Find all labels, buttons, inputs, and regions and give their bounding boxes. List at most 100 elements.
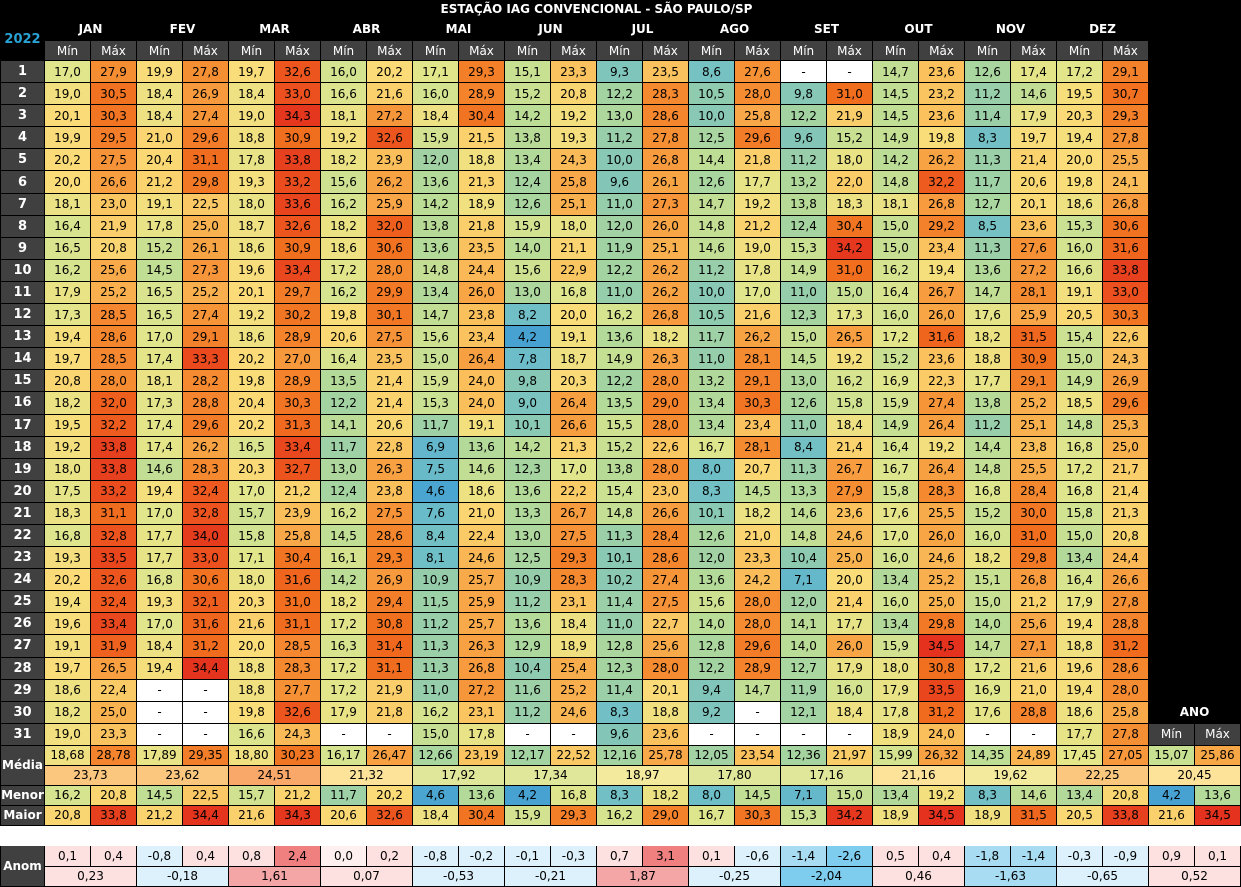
day-value: 28,8 xyxy=(1102,612,1149,636)
day-value: 17,3 xyxy=(44,303,91,327)
day-value: 16,0 xyxy=(964,523,1011,548)
day-value: 23,8 xyxy=(1010,435,1057,459)
day-value: 17,6 xyxy=(872,501,919,525)
day-value: 32,6 xyxy=(274,700,321,724)
day-value: 15,9 xyxy=(412,369,459,393)
day-value: 18,1 xyxy=(872,192,919,216)
day-value: 7,5 xyxy=(412,457,459,481)
day-value: 28,9 xyxy=(274,369,321,393)
day-value: 17,9 xyxy=(320,700,367,724)
day-value: 19,2 xyxy=(44,435,91,459)
media-value: 25,78 xyxy=(642,744,689,766)
month-header: SET xyxy=(780,17,873,41)
day-value: 14,0 xyxy=(964,612,1011,636)
day-value: 32,6 xyxy=(366,126,413,150)
ano-anom-max: 0,1 xyxy=(1194,844,1241,867)
day-value: 9,8 xyxy=(504,369,551,393)
day-value: 33,0 xyxy=(182,546,229,570)
day-value: 16,4 xyxy=(872,280,919,305)
day-value: 27,4 xyxy=(918,391,965,415)
day-value: 4,6 xyxy=(412,479,459,503)
day-value: 20,2 xyxy=(44,148,91,172)
day-value: 25,0 xyxy=(182,214,229,238)
day-value: 21,0 xyxy=(458,501,505,525)
menor-value: 20,2 xyxy=(366,784,413,806)
day-label: 16 xyxy=(0,391,45,415)
menor-value: 8,0 xyxy=(688,784,735,806)
day-value: 29,5 xyxy=(90,126,137,150)
menor-value: 14,5 xyxy=(136,784,183,806)
maior-value: 16,7 xyxy=(688,804,735,826)
day-value: 15,9 xyxy=(872,391,919,415)
day-value: 27,8 xyxy=(1102,722,1149,746)
maior-value: 18,9 xyxy=(872,804,919,826)
day-value: 11,3 xyxy=(780,457,827,481)
day-value: 28,0 xyxy=(734,612,781,636)
day-value: 19,2 xyxy=(826,347,873,371)
day-value: 27,1 xyxy=(1010,634,1057,658)
day-value: 25,2 xyxy=(182,280,229,305)
day-value: 23,6 xyxy=(826,501,873,525)
day-value: 13,6 xyxy=(688,568,735,592)
day-value: 15,2 xyxy=(504,82,551,106)
day-value: 17,2 xyxy=(1056,59,1103,84)
maior-value: 33,8 xyxy=(90,804,137,826)
ano-header: ANO xyxy=(1148,700,1241,724)
day-value: 15,0 xyxy=(1056,523,1103,548)
day-value: 23,5 xyxy=(642,59,689,84)
day-value: 15,0 xyxy=(964,590,1011,614)
day-value: 23,4 xyxy=(734,413,781,437)
day-label: 12 xyxy=(0,303,45,327)
day-value: 14,7 xyxy=(964,634,1011,658)
day-value: 12,7 xyxy=(780,656,827,680)
day-value: 10,1 xyxy=(688,501,735,525)
day-value: 27,8 xyxy=(1102,126,1149,150)
day-value: 12,6 xyxy=(964,59,1011,84)
day-value: 20,6 xyxy=(1010,170,1057,194)
day-value: 14,0 xyxy=(688,612,735,636)
day-value: 18,8 xyxy=(228,678,275,702)
day-value: 12,9 xyxy=(504,634,551,658)
day-value: 21,4 xyxy=(826,435,873,459)
day-value: 15,8 xyxy=(872,479,919,503)
day-value: 16,3 xyxy=(320,634,367,658)
day-value: 30,8 xyxy=(918,656,965,680)
day-value: 14,5 xyxy=(136,258,183,282)
day-value: 9,3 xyxy=(596,59,643,84)
media-value: 16,17 xyxy=(320,744,367,766)
day-value: 18,2 xyxy=(320,148,367,172)
day-value: 14,9 xyxy=(1056,369,1103,393)
day-value: 17,7 xyxy=(964,369,1011,393)
day-value: 14,2 xyxy=(412,192,459,216)
day-value: 14,5 xyxy=(872,82,919,106)
day-value: 9,6 xyxy=(596,170,643,194)
day-value: 32,8 xyxy=(182,501,229,525)
anom-avg: -2,04 xyxy=(780,865,873,887)
day-value: 26,2 xyxy=(642,258,689,282)
day-value: 17,9 xyxy=(44,280,91,305)
day-value: 16,8 xyxy=(1056,435,1103,459)
ano-media-min: 15,07 xyxy=(1148,744,1195,766)
day-value: 33,4 xyxy=(90,612,137,636)
day-value: 15,8 xyxy=(228,523,275,548)
month-header: JUN xyxy=(504,17,597,41)
day-value: 29,1 xyxy=(1102,59,1149,84)
day-value: 26,4 xyxy=(918,457,965,481)
day-value: 25,1 xyxy=(1010,413,1057,437)
anom-value: 0,4 xyxy=(918,844,965,867)
day-value: 15,4 xyxy=(596,479,643,503)
day-value: 23,4 xyxy=(918,236,965,260)
day-value: 20,1 xyxy=(1010,192,1057,216)
day-value: 24,6 xyxy=(826,523,873,548)
media-value: 14,35 xyxy=(964,744,1011,766)
day-value: 24,6 xyxy=(918,546,965,570)
day-value: 22,0 xyxy=(826,170,873,194)
day-label: 29 xyxy=(0,678,45,702)
day-value: 21,5 xyxy=(458,126,505,150)
maior-value: 21,6 xyxy=(228,804,275,826)
anom-value: 0,4 xyxy=(90,844,137,867)
min-header: Mín xyxy=(596,40,643,61)
day-value: 29,1 xyxy=(1010,369,1057,393)
day-value: 16,6 xyxy=(1056,258,1103,282)
day-value: 25,9 xyxy=(366,192,413,216)
